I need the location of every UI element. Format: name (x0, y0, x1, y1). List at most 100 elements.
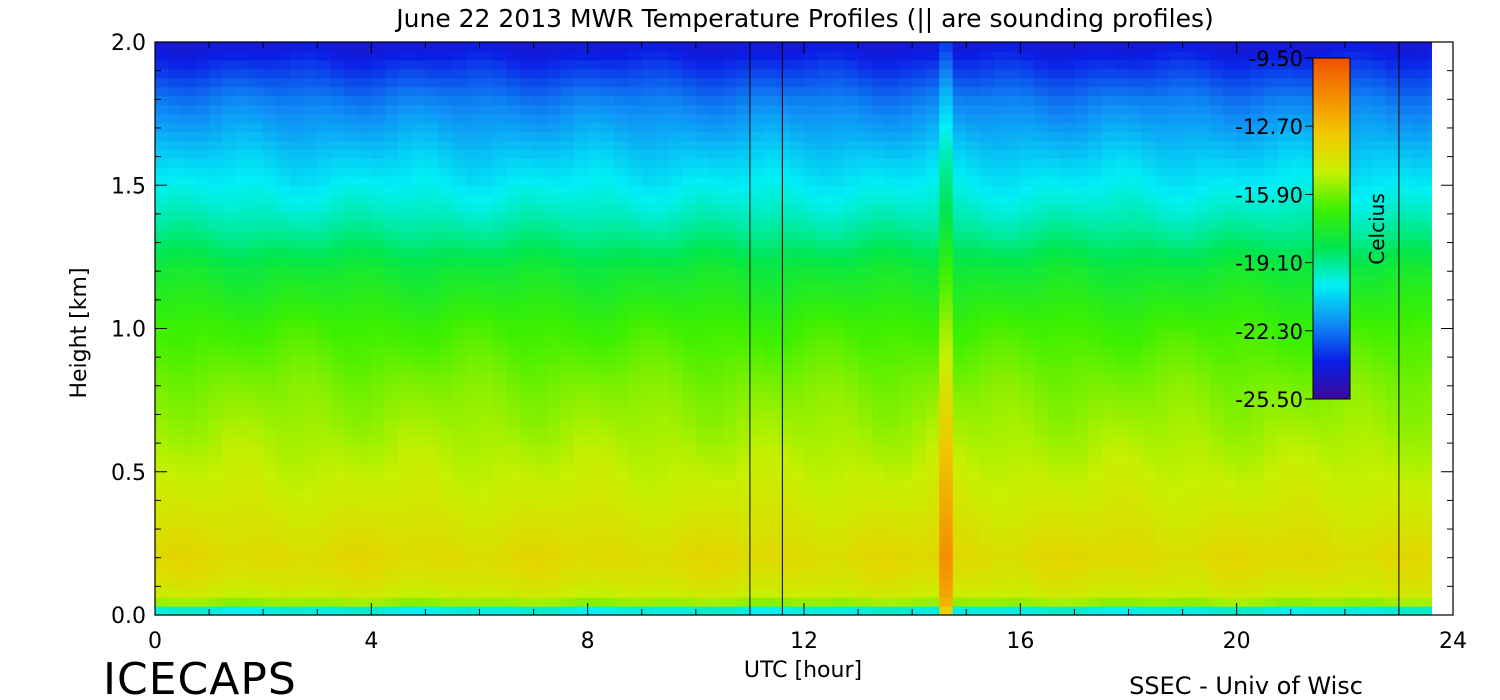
heatmap-cell (506, 498, 521, 509)
heatmap-cell (479, 319, 494, 330)
heatmap-cell (560, 310, 575, 321)
heatmap-cell (263, 158, 278, 168)
heatmap-cell (763, 337, 778, 347)
heatmap-cell (263, 373, 278, 383)
heatmap-cell (1277, 158, 1292, 168)
heatmap-cell (898, 471, 913, 482)
heatmap-cell (560, 185, 575, 195)
heatmap-cell (1182, 301, 1197, 312)
heatmap-cell (722, 597, 737, 607)
heatmap-cell (236, 301, 251, 312)
heatmap-cell (438, 292, 454, 303)
heatmap-cell (1101, 203, 1116, 213)
heatmap-cell (1101, 435, 1116, 446)
heatmap-cell (1114, 337, 1130, 347)
heatmap-cell (993, 373, 1008, 383)
heatmap-cell (790, 238, 805, 249)
heatmap-cell (1304, 283, 1319, 294)
heatmap-cell (1398, 167, 1414, 177)
heatmap-cell (1169, 480, 1184, 491)
heatmap-cell (574, 471, 589, 482)
heatmap-cell (520, 516, 535, 527)
heatmap-cell (1277, 256, 1292, 267)
heatmap-cell (371, 301, 386, 312)
heatmap-cell (1331, 588, 1346, 598)
heatmap-cell (979, 382, 994, 392)
heatmap-cell (858, 194, 873, 204)
heatmap-cell (452, 400, 467, 410)
heatmap-cell (1385, 561, 1400, 571)
heatmap-cell (979, 462, 994, 473)
heatmap-cell (939, 435, 954, 446)
heatmap-cell (1087, 265, 1103, 276)
heatmap-cell (1087, 516, 1103, 527)
heatmap-cell (1398, 221, 1414, 231)
heatmap-cell (425, 355, 440, 365)
heatmap-cell (1142, 507, 1157, 518)
heatmap-cell (912, 561, 927, 571)
heatmap-cell (966, 310, 981, 321)
heatmap-cell (1223, 221, 1238, 231)
heatmap-cell (330, 400, 345, 410)
heatmap-cell (465, 462, 481, 473)
heatmap-cell (1290, 247, 1305, 258)
heatmap-cell (506, 194, 521, 204)
heatmap-cell (263, 453, 278, 464)
heatmap-cell (330, 149, 345, 159)
heatmap-cell (560, 579, 575, 589)
heatmap-cell (168, 534, 183, 544)
heatmap-cell (1006, 391, 1021, 401)
heatmap-cell (182, 319, 197, 330)
heatmap-cell (574, 597, 589, 607)
heatmap-cell (411, 471, 427, 482)
heatmap-cell (222, 471, 237, 482)
heatmap-cell (168, 400, 183, 410)
heatmap-cell (1304, 400, 1319, 410)
heatmap-cell (1304, 337, 1319, 347)
heatmap-cell (574, 230, 589, 240)
heatmap-cell (182, 525, 197, 536)
heatmap-cell (1182, 507, 1197, 518)
heatmap-cell (668, 328, 683, 339)
heatmap-cell (1398, 391, 1414, 401)
heatmap-cell (1317, 471, 1332, 482)
heatmap-cell (682, 391, 697, 401)
heatmap-cell (898, 435, 913, 446)
heatmap-cell (1047, 471, 1062, 482)
heatmap-cell (533, 489, 548, 500)
heatmap-cell (168, 453, 183, 464)
heatmap-cell (614, 498, 629, 509)
heatmap-cell (1196, 310, 1211, 321)
heatmap-cell (222, 221, 237, 231)
heatmap-cell (790, 149, 805, 159)
heatmap-cell (290, 238, 305, 249)
heatmap-cell (1006, 176, 1021, 186)
heatmap-cell (1385, 552, 1400, 562)
heatmap-cell (1358, 543, 1373, 553)
heatmap-cell (317, 301, 332, 312)
heatmap-cell (993, 247, 1008, 258)
heatmap-cell (209, 435, 224, 446)
heatmap-cell (966, 203, 981, 213)
heatmap-cell (1101, 346, 1116, 356)
heatmap-cell (411, 185, 427, 195)
heatmap-cell (438, 480, 454, 491)
heatmap-cell (1236, 319, 1251, 330)
heatmap-cell (452, 274, 467, 285)
heatmap-cell (1006, 525, 1021, 536)
heatmap-cell (1344, 606, 1359, 616)
heatmap-cell (547, 435, 562, 446)
heatmap-cell (763, 256, 778, 267)
heatmap-cell (168, 507, 183, 518)
heatmap-cell (425, 185, 440, 195)
heatmap-cell (1060, 346, 1076, 356)
heatmap-cell (330, 355, 345, 365)
heatmap-cell (465, 283, 481, 294)
heatmap-cell (371, 489, 386, 500)
heatmap-cell (317, 418, 332, 428)
heatmap-cell (249, 552, 264, 562)
heatmap-cell (1250, 301, 1265, 312)
heatmap-cell (182, 158, 197, 168)
heatmap-cell (966, 400, 981, 410)
heatmap-cell (831, 221, 846, 231)
